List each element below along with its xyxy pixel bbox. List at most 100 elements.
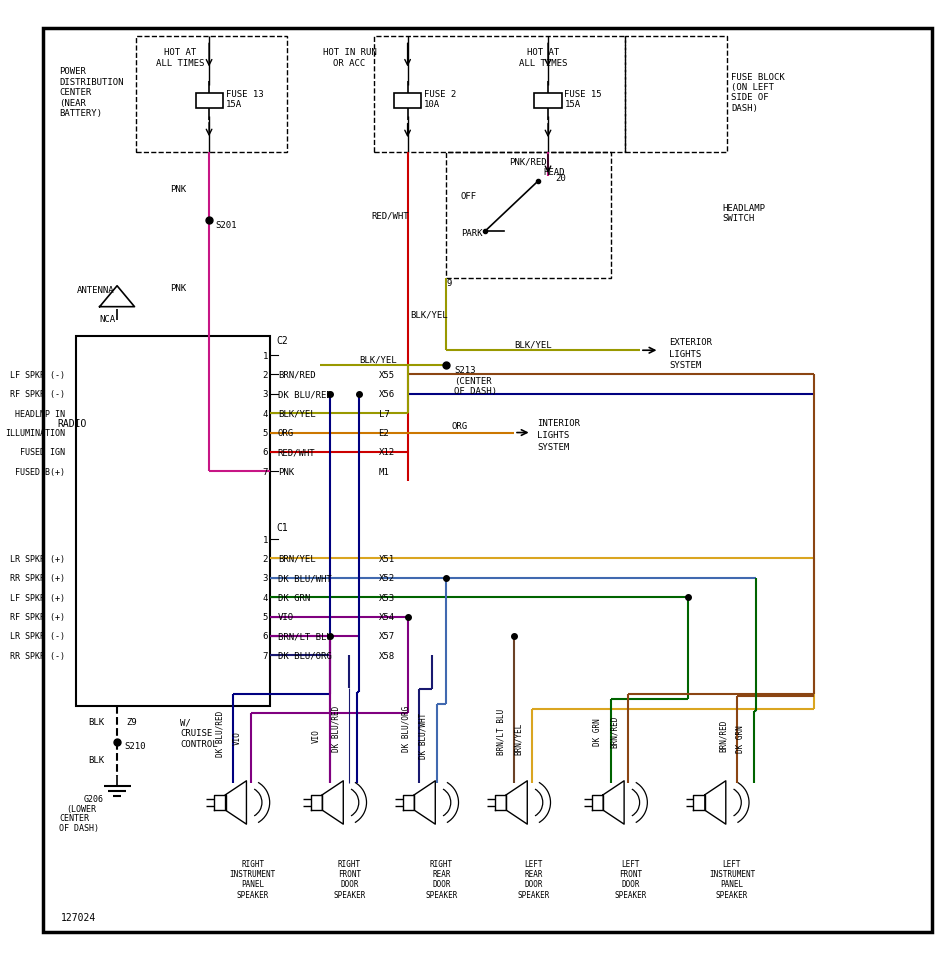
Text: HEADLAMP
SWITCH: HEADLAMP SWITCH [723, 204, 765, 223]
Text: SYSTEM: SYSTEM [537, 442, 569, 451]
Text: RED/WHT: RED/WHT [372, 211, 410, 220]
Text: LF SPKR (+): LF SPKR (+) [9, 593, 64, 602]
Text: RIGHT
INSTRUMENT
PANEL
SPEAKER: RIGHT INSTRUMENT PANEL SPEAKER [230, 859, 276, 899]
Text: FUSED B(+): FUSED B(+) [15, 467, 64, 477]
Text: VIO: VIO [278, 612, 294, 622]
Text: HOT AT
ALL TIMES: HOT AT ALL TIMES [156, 48, 204, 67]
Text: RADIO: RADIO [57, 418, 86, 429]
Text: PNK: PNK [170, 283, 186, 292]
Text: BRN/YEL: BRN/YEL [278, 554, 315, 563]
Text: 9: 9 [447, 279, 451, 287]
Text: X12: X12 [378, 448, 394, 456]
Text: LIGHTS: LIGHTS [537, 431, 569, 439]
Text: NCA: NCA [99, 314, 115, 324]
Text: DK GRN: DK GRN [736, 725, 745, 752]
Text: 3: 3 [263, 390, 268, 399]
Text: DK BLU/RED: DK BLU/RED [216, 710, 224, 756]
Text: DK BLU/WHT: DK BLU/WHT [418, 712, 428, 758]
Text: LIGHTS: LIGHTS [669, 349, 701, 358]
Text: INTERIOR: INTERIOR [537, 419, 580, 428]
Text: PNK: PNK [170, 185, 186, 194]
Text: C1: C1 [276, 523, 288, 533]
Text: OFF: OFF [461, 191, 477, 201]
Bar [136, 37, 287, 153]
Text: RED/WHT: RED/WHT [278, 448, 315, 456]
Text: Z9: Z9 [127, 717, 137, 726]
Text: 5: 5 [263, 612, 268, 622]
Text: HEADLMP IN: HEADLMP IN [15, 409, 64, 418]
Text: EXTERIOR: EXTERIOR [669, 337, 712, 347]
Text: HOT AT
ALL TIMES: HOT AT ALL TIMES [519, 48, 568, 67]
Text: RR SPKR (-): RR SPKR (-) [9, 652, 64, 660]
Text: X54: X54 [378, 612, 394, 622]
Bar [196, 93, 222, 109]
Text: SYSTEM: SYSTEM [669, 361, 701, 370]
Text: DK BLU/RED: DK BLU/RED [278, 390, 331, 399]
Text: BLK/YEL: BLK/YEL [359, 355, 396, 364]
Text: 6: 6 [263, 631, 268, 641]
Text: ANTENNA: ANTENNA [77, 285, 114, 294]
Text: BLK/YEL: BLK/YEL [411, 310, 448, 320]
Text: S210: S210 [125, 741, 147, 750]
Text: 3: 3 [263, 574, 268, 582]
Text: RF SPKR (+): RF SPKR (+) [9, 612, 64, 622]
Text: CENTER: CENTER [59, 814, 89, 823]
Bar [447, 153, 611, 279]
Text: BRN/LT BLU: BRN/LT BLU [496, 708, 505, 754]
Text: ILLUMINATION: ILLUMINATION [5, 429, 64, 437]
Text: BRN/RED: BRN/RED [278, 371, 315, 380]
Bar [534, 93, 562, 109]
Text: DK BLU/ORG: DK BLU/ORG [278, 652, 331, 660]
Text: BRN/RED: BRN/RED [610, 715, 620, 748]
Text: RIGHT
REAR
DOOR
SPEAKER: RIGHT REAR DOOR SPEAKER [426, 859, 458, 899]
Text: 20: 20 [555, 174, 567, 184]
Text: PARK: PARK [461, 229, 482, 237]
Text: VIO: VIO [233, 730, 241, 744]
Text: M1: M1 [378, 467, 390, 477]
Text: PNK/RED: PNK/RED [509, 158, 547, 166]
Text: E2: E2 [378, 429, 390, 437]
Text: LF SPKR (-): LF SPKR (-) [9, 371, 64, 380]
Text: 6: 6 [263, 448, 268, 456]
Text: G206: G206 [83, 795, 103, 803]
Text: DK BLU/RED: DK BLU/RED [331, 705, 341, 752]
Text: DK GRN: DK GRN [278, 593, 310, 602]
Text: (CENTER: (CENTER [454, 377, 492, 385]
Text: DK BLU/ORG: DK BLU/ORG [401, 705, 411, 752]
Text: DK BLU/WHT: DK BLU/WHT [278, 574, 331, 582]
Text: LR SPKR (+): LR SPKR (+) [9, 554, 64, 563]
Bar [394, 93, 421, 109]
Text: BLK: BLK [88, 717, 104, 726]
Text: FUSED IGN: FUSED IGN [20, 448, 64, 456]
Text: FUSE 2
10A: FUSE 2 10A [424, 89, 456, 109]
Text: OF DASH): OF DASH) [59, 824, 99, 832]
Text: 2: 2 [263, 554, 268, 563]
Text: PNK: PNK [278, 467, 294, 477]
Text: BLK/YEL: BLK/YEL [514, 340, 552, 350]
Text: 2: 2 [263, 371, 268, 380]
Text: ORG: ORG [451, 422, 467, 431]
Text: BRN/YEL: BRN/YEL [514, 722, 522, 754]
Text: 4: 4 [263, 409, 268, 418]
Text: POWER
DISTRIBUTION
CENTER
(NEAR
BATTERY): POWER DISTRIBUTION CENTER (NEAR BATTERY) [59, 67, 124, 118]
Text: LR SPKR (-): LR SPKR (-) [9, 631, 64, 641]
Text: BRN/LT BLU: BRN/LT BLU [278, 631, 331, 641]
Text: BLK/YEL: BLK/YEL [278, 409, 315, 418]
Text: FUSE 15
15A: FUSE 15 15A [565, 89, 602, 109]
Text: W/
CRUISE
CONTROL: W/ CRUISE CONTROL [180, 718, 218, 748]
Text: S201: S201 [216, 221, 237, 230]
Text: L7: L7 [378, 409, 390, 418]
Text: FUSE BLOCK
(ON LEFT
SIDE OF
DASH): FUSE BLOCK (ON LEFT SIDE OF DASH) [731, 72, 785, 112]
Text: VIO: VIO [312, 728, 321, 742]
Bar [77, 336, 270, 706]
Bar [625, 37, 727, 153]
Text: FUSE 13
15A: FUSE 13 15A [225, 89, 263, 109]
Text: X53: X53 [378, 593, 394, 602]
Text: BLK: BLK [88, 755, 104, 765]
Text: DK GRN: DK GRN [593, 717, 602, 745]
Text: 5: 5 [263, 429, 268, 437]
Text: RR SPKR (+): RR SPKR (+) [9, 574, 64, 582]
Text: LEFT
INSTRUMENT
PANEL
SPEAKER: LEFT INSTRUMENT PANEL SPEAKER [709, 859, 755, 899]
Text: ORG: ORG [278, 429, 294, 437]
Text: C2: C2 [276, 335, 288, 345]
